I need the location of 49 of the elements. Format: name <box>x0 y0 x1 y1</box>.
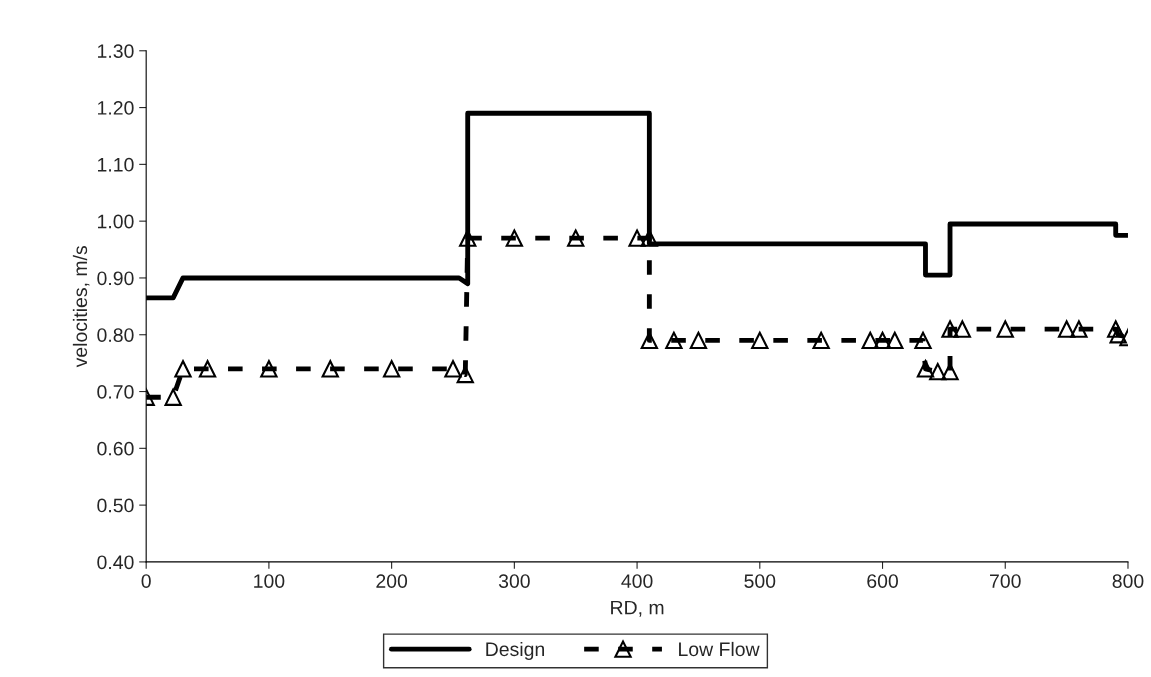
y-tick-label: 0.40 <box>97 555 134 570</box>
x-tick-label: 800 <box>1112 574 1144 588</box>
y-tick-label: 1.10 <box>98 157 134 172</box>
point <box>628 229 646 247</box>
point <box>812 331 830 350</box>
point <box>1070 320 1088 338</box>
point <box>505 229 524 247</box>
point <box>321 360 339 378</box>
y-tick-label: 1.30 <box>98 44 134 59</box>
point <box>861 331 879 350</box>
point <box>751 331 769 350</box>
point <box>916 360 935 378</box>
point <box>689 331 708 350</box>
y-tick-label: 0.90 <box>97 271 134 286</box>
point <box>567 229 585 247</box>
point <box>953 320 971 338</box>
y-axis-title: velocities, m/s <box>72 245 90 368</box>
point <box>886 331 904 350</box>
x-tick-label: 0 <box>141 574 151 588</box>
y-tick-label: 0.70 <box>97 385 134 399</box>
point <box>260 360 278 378</box>
point <box>198 360 217 378</box>
point <box>941 320 959 338</box>
point <box>665 331 683 350</box>
point <box>174 360 192 378</box>
point <box>914 331 932 350</box>
y-tick-label: 1.00 <box>98 214 134 229</box>
y-tick-label: 0.60 <box>97 441 134 456</box>
y-tick-label: 0.80 <box>97 328 134 342</box>
point <box>996 320 1014 338</box>
x-tick-label: 400 <box>621 574 653 588</box>
point <box>164 388 182 406</box>
x-tick-label: 600 <box>867 574 898 588</box>
x-tick-label: 200 <box>376 574 408 588</box>
legend-label: Low Flow <box>679 641 760 657</box>
point <box>929 362 947 381</box>
point <box>444 360 462 378</box>
point <box>1107 320 1125 338</box>
x-tick-label: 300 <box>498 574 530 588</box>
x-axis-title: RD, m <box>611 600 664 617</box>
point <box>1057 320 1076 338</box>
x-tick-label: 100 <box>254 574 285 588</box>
point <box>1109 326 1127 344</box>
y-tick-label: 0.50 <box>97 498 134 513</box>
x-tick-label: 700 <box>990 574 1021 588</box>
y-tick-label: 1.20 <box>98 101 134 115</box>
x-tick-label: 500 <box>744 574 776 588</box>
legend-label: Design <box>486 641 544 660</box>
point <box>382 360 401 378</box>
